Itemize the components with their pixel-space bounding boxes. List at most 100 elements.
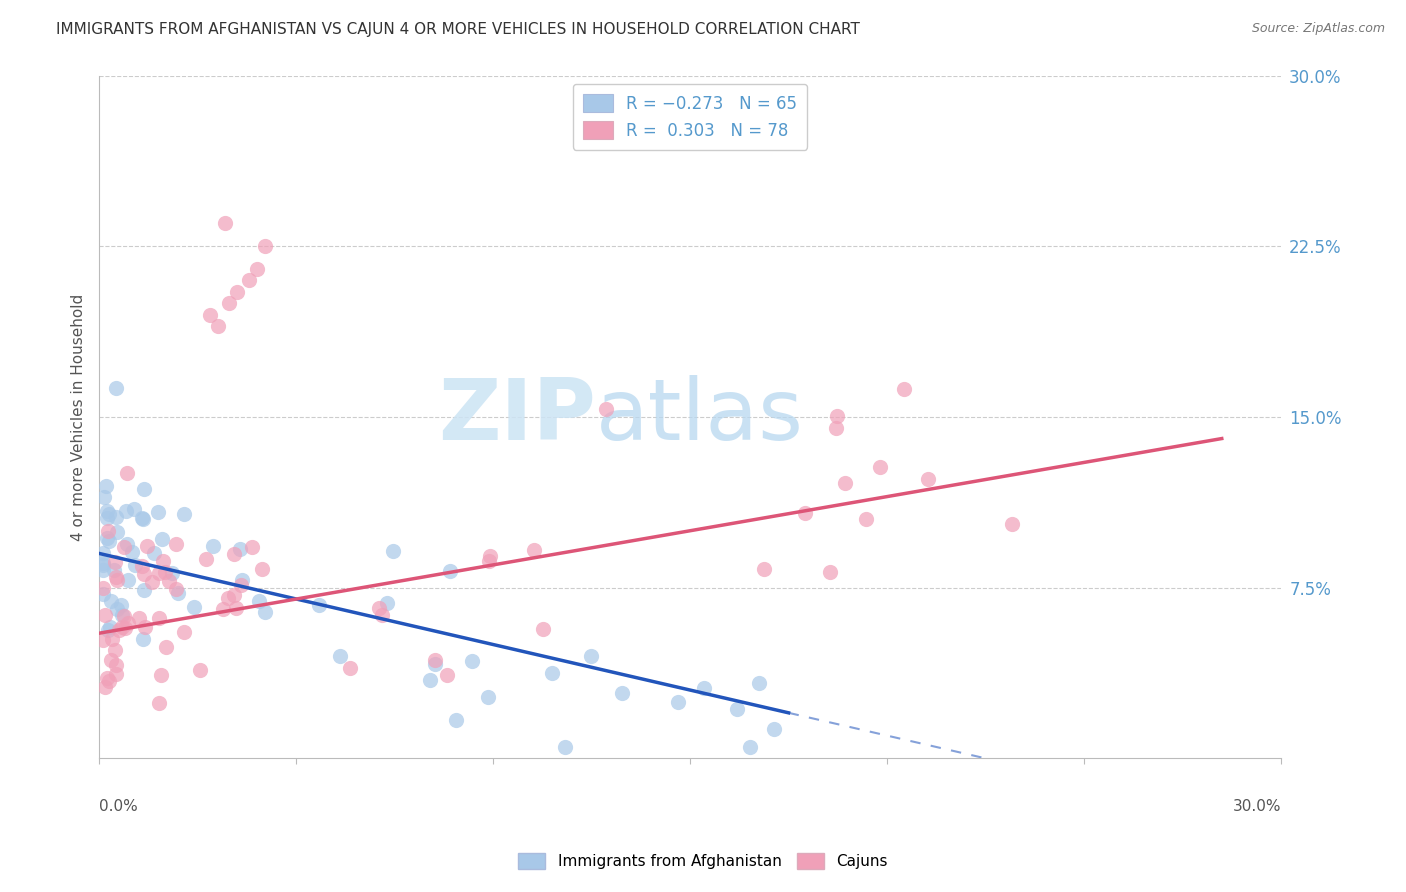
Point [725,702,748,716]
Point [149,668,172,682]
Point [554,739,576,754]
Point [93,632,115,647]
Point [107,623,129,637]
Point [531,622,554,636]
Point [367,601,389,615]
Point [132,566,155,581]
Point [104,570,127,584]
Text: Source: ZipAtlas.com: Source: ZipAtlas.com [1251,22,1385,36]
Point [132,583,155,598]
Point [134,482,156,496]
Point [824,421,846,435]
Point [131,559,153,574]
Point [96,503,118,517]
Point [423,653,446,667]
Point [148,610,170,624]
Point [666,695,689,709]
Point [104,657,127,672]
Point [105,574,128,588]
Point [794,506,817,520]
Point [247,594,270,608]
Point [155,565,177,579]
Point [93,557,115,571]
Point [231,573,253,587]
Point [93,587,115,601]
Point [93,581,115,595]
Point [818,565,841,579]
Text: atlas: atlas [596,376,804,458]
Point [150,532,173,546]
Point [308,598,330,612]
Point [893,382,915,396]
Point [375,596,398,610]
Point [111,620,134,634]
Point [825,409,848,424]
Point [225,601,247,615]
Point [160,566,183,581]
Point [218,296,240,310]
Point [115,537,138,551]
Point [152,554,174,568]
Point [148,696,170,710]
Point [104,555,127,569]
Point [207,318,229,333]
Point [97,507,120,521]
Point [238,273,260,287]
Point [96,531,118,545]
Point [117,615,139,630]
Y-axis label: 4 or more Vehicles in Household: 4 or more Vehicles in Household [72,293,86,541]
Point [166,586,188,600]
Point [115,504,138,518]
Point [222,588,245,602]
Point [419,673,441,687]
Point [222,547,245,561]
Point [104,381,127,395]
Legend: Immigrants from Afghanistan, Cajuns: Immigrants from Afghanistan, Cajuns [512,847,894,875]
Point [100,594,122,608]
Point [100,632,122,646]
Point [141,574,163,589]
Point [381,544,404,558]
Point [201,539,224,553]
Point [439,564,461,578]
Point [188,663,211,677]
Point [217,591,239,605]
Point [423,657,446,671]
Point [136,539,159,553]
Point [132,632,155,646]
Point [104,643,127,657]
Text: 30.0%: 30.0% [1232,799,1281,814]
Point [104,510,127,524]
Point [253,605,276,619]
Point [148,566,170,581]
Point [252,562,274,576]
Point [93,546,115,560]
Point [834,476,856,491]
Point [103,563,125,577]
Point [112,540,135,554]
Point [165,582,187,597]
Point [579,649,602,664]
Point [157,574,180,588]
Point [115,466,138,480]
Point [762,722,785,736]
Point [212,601,235,615]
Point [110,608,132,623]
Point [477,690,499,704]
Point [110,598,132,612]
Point [131,512,153,526]
Point [595,402,617,417]
Point [370,607,392,622]
Point [246,262,269,277]
Point [121,545,143,559]
Point [105,602,128,616]
Point [128,611,150,625]
Point [229,577,252,591]
Point [748,676,770,690]
Point [436,667,458,681]
Legend: R = −0.273   N = 65, R =  0.303   N = 78: R = −0.273 N = 65, R = 0.303 N = 78 [574,84,807,150]
Point [173,507,195,521]
Point [752,562,775,576]
Point [869,459,891,474]
Point [100,653,122,667]
